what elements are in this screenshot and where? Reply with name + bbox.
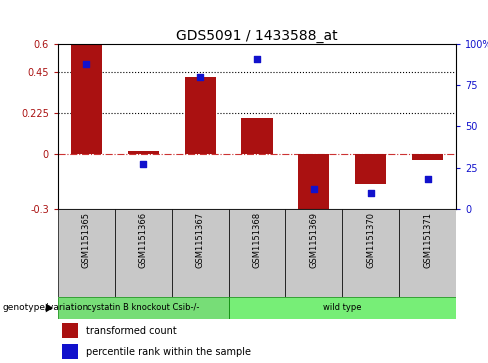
Bar bbox=[172, 209, 228, 297]
Text: GSM1151371: GSM1151371 bbox=[423, 212, 432, 268]
Point bbox=[82, 61, 90, 67]
Bar bbox=[342, 209, 399, 297]
Polygon shape bbox=[46, 303, 53, 312]
Point bbox=[367, 189, 375, 195]
Bar bbox=[58, 297, 228, 319]
Bar bbox=[242, 118, 273, 154]
Point bbox=[196, 74, 204, 80]
Bar bbox=[62, 323, 78, 338]
Bar bbox=[71, 45, 102, 154]
Bar bbox=[228, 297, 456, 319]
Bar bbox=[399, 209, 456, 297]
Text: cystatin B knockout Csib-/-: cystatin B knockout Csib-/- bbox=[87, 303, 200, 313]
Text: GSM1151368: GSM1151368 bbox=[252, 212, 262, 268]
Point bbox=[310, 186, 318, 192]
Title: GDS5091 / 1433588_at: GDS5091 / 1433588_at bbox=[176, 29, 338, 43]
Text: genotype/variation: genotype/variation bbox=[2, 303, 89, 313]
Point bbox=[424, 176, 431, 182]
Bar bbox=[228, 209, 285, 297]
Point bbox=[253, 56, 261, 62]
Text: percentile rank within the sample: percentile rank within the sample bbox=[86, 347, 251, 357]
Point bbox=[140, 162, 147, 167]
Bar bbox=[115, 209, 172, 297]
Text: GSM1151369: GSM1151369 bbox=[309, 212, 318, 268]
Text: GSM1151366: GSM1151366 bbox=[139, 212, 148, 268]
Bar bbox=[355, 154, 386, 184]
Bar bbox=[298, 154, 329, 215]
Bar bbox=[128, 151, 159, 154]
Bar bbox=[285, 209, 342, 297]
Text: GSM1151367: GSM1151367 bbox=[196, 212, 204, 268]
Text: GSM1151365: GSM1151365 bbox=[82, 212, 91, 268]
Bar bbox=[412, 154, 443, 159]
Text: wild type: wild type bbox=[323, 303, 362, 313]
Text: GSM1151370: GSM1151370 bbox=[366, 212, 375, 268]
Bar bbox=[58, 209, 115, 297]
Bar bbox=[62, 344, 78, 359]
Text: transformed count: transformed count bbox=[86, 326, 177, 336]
Bar bbox=[184, 77, 216, 154]
